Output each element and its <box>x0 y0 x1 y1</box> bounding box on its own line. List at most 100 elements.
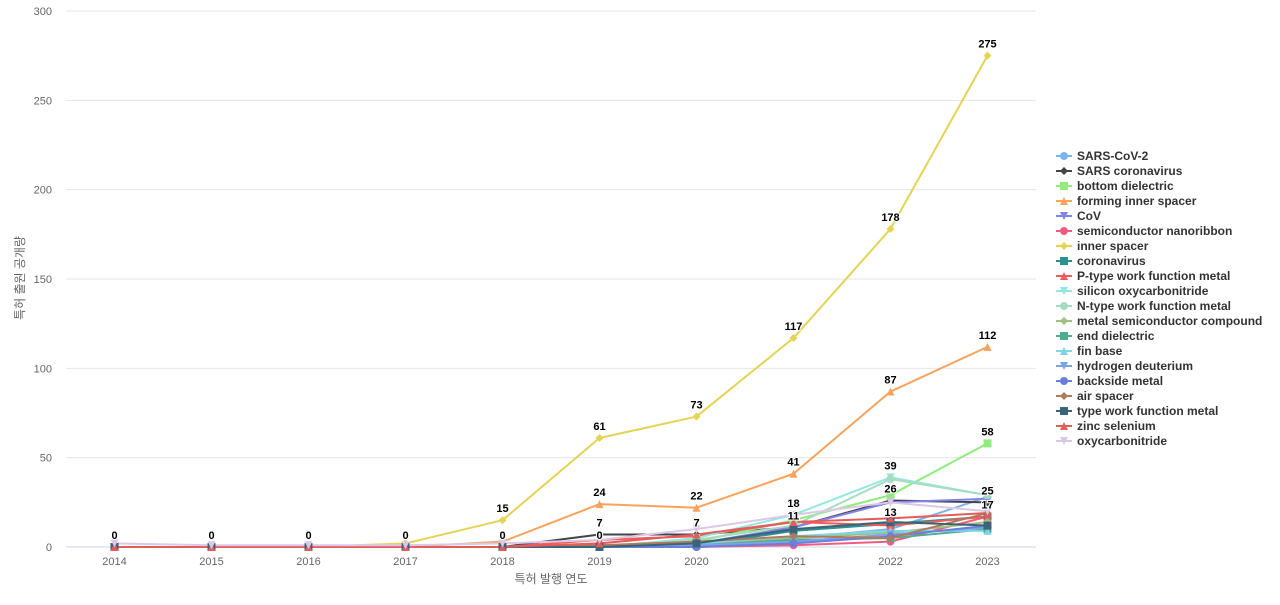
legend-marker <box>1060 391 1068 400</box>
legend-marker <box>1060 421 1068 430</box>
legend-item-fin-base[interactable]: fin base <box>1056 343 1276 358</box>
legend-item-backside-metal[interactable]: backside metal <box>1056 373 1276 388</box>
legend-marker <box>1060 406 1068 415</box>
legend-item-hydrogen-deuterium[interactable]: hydrogen deuterium <box>1056 358 1276 373</box>
data-label: 112 <box>979 330 997 342</box>
legend-swatch <box>1056 421 1072 430</box>
data-point-inner-spacer[interactable] <box>498 516 507 525</box>
series-line-oxycarbonitride[interactable] <box>114 501 988 547</box>
series-line-inner-spacer[interactable] <box>114 55 989 548</box>
data-label: 87 <box>884 375 896 387</box>
x-tick-label: 2017 <box>393 556 417 568</box>
legend-item-bottom-dielectric[interactable]: bottom dielectric <box>1056 178 1276 193</box>
data-point-forming-inner-spacer[interactable] <box>983 342 992 351</box>
legend-swatch <box>1056 436 1072 445</box>
legend-item-inner-spacer[interactable]: inner spacer <box>1056 238 1276 253</box>
data-point-type-work-function-metal[interactable] <box>692 539 701 548</box>
data-point-type-work-function-metal[interactable] <box>789 525 798 534</box>
data-label: 117 <box>785 321 803 333</box>
data-point-inner-spacer[interactable] <box>983 51 992 60</box>
data-point-oxycarbonitride[interactable] <box>498 539 507 548</box>
data-point-oxycarbonitride[interactable] <box>789 510 798 519</box>
data-point-zinc-selenium[interactable] <box>886 514 895 523</box>
data-point-backside-metal[interactable] <box>789 539 798 548</box>
data-label: 73 <box>690 400 702 412</box>
data-label: 17 <box>981 500 993 512</box>
data-point-n-type-work-function-metal[interactable] <box>886 475 895 484</box>
legend-swatch <box>1056 331 1072 340</box>
grid-lines <box>66 10 1036 548</box>
data-point-oxycarbonitride[interactable] <box>886 498 895 507</box>
legend-item-end-dielectric[interactable]: end dielectric <box>1056 328 1276 343</box>
data-label: 61 <box>593 421 605 433</box>
data-point-zinc-selenium[interactable] <box>789 517 798 526</box>
chart-legend: SARS-CoV-2 SARS coronavirus bottom dielect… <box>1056 148 1276 448</box>
data-point-forming-inner-spacer[interactable] <box>886 387 895 396</box>
data-point-oxycarbonitride[interactable] <box>401 541 410 550</box>
data-point-oxycarbonitride[interactable] <box>692 525 701 534</box>
legend-marker <box>1060 316 1068 325</box>
legend-swatch <box>1056 316 1072 325</box>
legend-label: backside metal <box>1077 373 1164 388</box>
legend-swatch <box>1056 271 1072 280</box>
x-tick-label: 2020 <box>684 556 708 568</box>
data-point-forming-inner-spacer[interactable] <box>692 503 701 512</box>
data-point-bottom-dielectric[interactable] <box>886 491 895 500</box>
legend-item-coronavirus[interactable]: coronavirus <box>1056 253 1276 268</box>
legend-marker <box>1060 166 1068 175</box>
legend-label: metal semiconductor compound <box>1077 313 1263 328</box>
legend-item-oxycarbonitride[interactable]: oxycarbonitride <box>1056 433 1276 448</box>
data-label: 18 <box>787 498 799 510</box>
data-point-oxycarbonitride[interactable] <box>595 535 604 544</box>
data-point-type-work-function-metal[interactable] <box>983 521 992 530</box>
data-label: 0 <box>111 530 117 542</box>
legend-label: hydrogen deuterium <box>1077 358 1194 373</box>
data-point-bottom-dielectric[interactable] <box>983 439 992 448</box>
y-tick-label: 0 <box>46 542 52 554</box>
data-label: 275 <box>978 39 996 51</box>
legend-item-sars-cov-2[interactable]: SARS-CoV-2 <box>1056 148 1276 163</box>
data-point-air-spacer[interactable] <box>789 532 798 541</box>
data-point-n-type-work-function-metal[interactable] <box>983 491 992 500</box>
legend-label: bottom dielectric <box>1077 178 1174 193</box>
legend-item-semiconductor-nanoribbon[interactable]: semiconductor nanoribbon <box>1056 223 1276 238</box>
data-point-zinc-selenium[interactable] <box>692 530 701 539</box>
series-line-forming-inner-spacer[interactable] <box>114 345 988 548</box>
legend-label: oxycarbonitride <box>1077 433 1168 448</box>
legend-label: CoV <box>1077 208 1101 223</box>
legend-marker <box>1060 256 1068 265</box>
y-tick-label: 300 <box>34 6 52 18</box>
data-point-forming-inner-spacer[interactable] <box>595 500 604 509</box>
x-tick-label: 2015 <box>199 556 223 568</box>
data-label: 0 <box>305 530 311 542</box>
legend-marker <box>1060 226 1068 235</box>
data-point-inner-spacer[interactable] <box>886 224 895 233</box>
legend-label: inner spacer <box>1077 238 1149 253</box>
series-line-zinc-selenium[interactable] <box>114 512 988 548</box>
legend-item-type-work-function-metal[interactable]: type work function metal <box>1056 403 1276 418</box>
data-point-inner-spacer[interactable] <box>789 333 798 342</box>
legend-marker <box>1060 361 1068 370</box>
legend-item-zinc-selenium[interactable]: zinc selenium <box>1056 418 1276 433</box>
legend-item-p-type-work-function-metal[interactable]: P-type work function metal <box>1056 268 1276 283</box>
data-point-oxycarbonitride[interactable] <box>983 507 992 516</box>
data-point-oxycarbonitride[interactable] <box>110 539 119 548</box>
data-point-inner-spacer[interactable] <box>595 434 604 443</box>
data-point-forming-inner-spacer[interactable] <box>789 469 798 478</box>
legend-item-n-type-work-function-metal[interactable]: N-type work function metal <box>1056 298 1276 313</box>
legend-item-metal-semiconductor-compound[interactable]: metal semiconductor compound <box>1056 313 1276 328</box>
legend-swatch <box>1056 181 1072 190</box>
legend-item-silicon-oxycarbonitride[interactable]: silicon oxycarbonitride <box>1056 283 1276 298</box>
legend-item-air-spacer[interactable]: air spacer <box>1056 388 1276 403</box>
data-point-inner-spacer[interactable] <box>692 412 701 421</box>
data-point-air-spacer[interactable] <box>886 534 895 543</box>
legend-swatch <box>1056 406 1072 415</box>
legend-item-sars-coronavirus[interactable]: SARS coronavirus <box>1056 163 1276 178</box>
legend-marker <box>1060 211 1068 220</box>
data-point-oxycarbonitride[interactable] <box>304 541 313 550</box>
legend-item-forming-inner-spacer[interactable]: forming inner spacer <box>1056 193 1276 208</box>
data-point-oxycarbonitride[interactable] <box>207 541 216 550</box>
legend-item-cov[interactable]: CoV <box>1056 208 1276 223</box>
legend-label: semiconductor nanoribbon <box>1077 223 1233 238</box>
